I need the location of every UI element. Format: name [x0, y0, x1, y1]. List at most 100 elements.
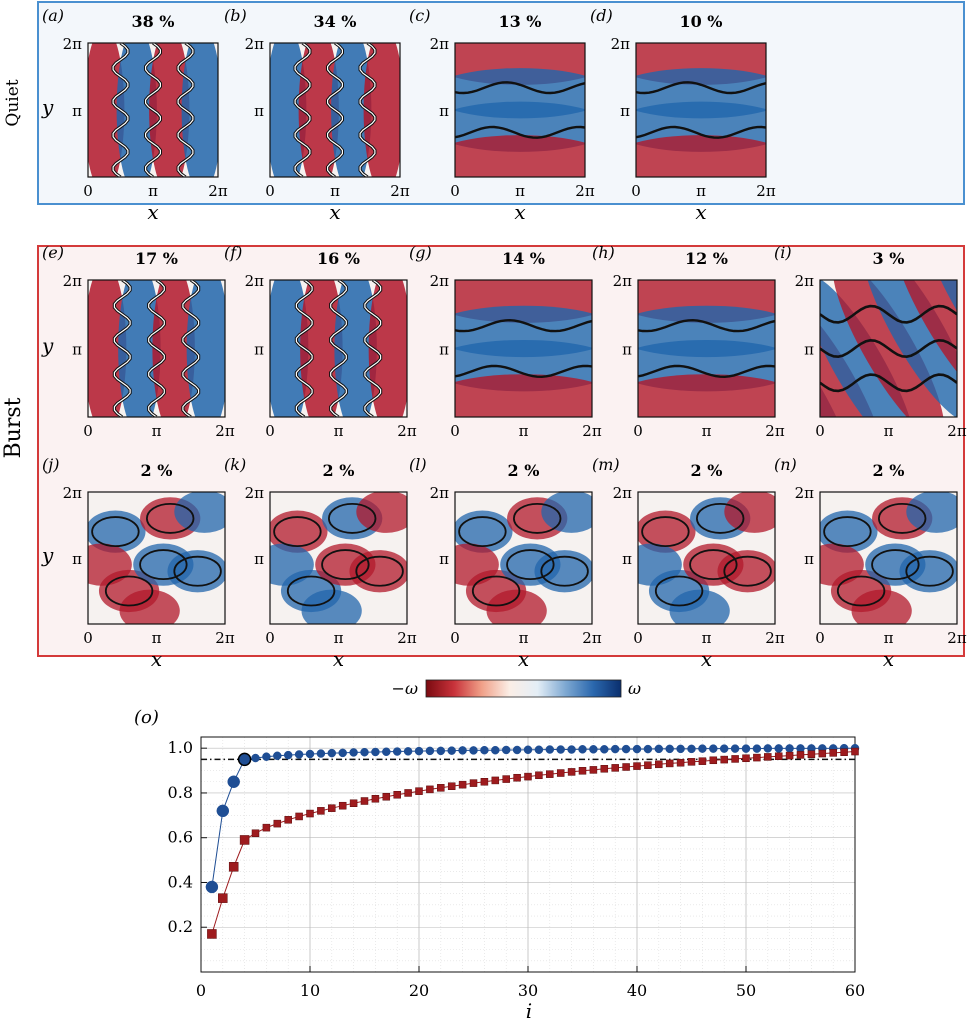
panel-percentage: 16 % [317, 249, 360, 268]
x-tick-label: 2π [390, 182, 410, 200]
data-point [382, 747, 391, 757]
x-tick-label: 0 [450, 422, 460, 440]
x-tick-label: π [334, 629, 344, 647]
x-tick-label: π [330, 182, 340, 200]
data-point [720, 755, 728, 764]
burst-group-label: Burst [1, 397, 26, 458]
quiet-group-label: Quiet [3, 79, 23, 126]
field-panel [269, 279, 408, 418]
data-point [709, 756, 718, 765]
y-tick-label: 2π [245, 484, 265, 502]
data-point [829, 749, 837, 757]
panel-percentage: 12 % [685, 249, 728, 268]
y-tick-label: π [72, 550, 82, 568]
x-tick-label: 0 [83, 629, 93, 647]
x-tick-label: 0 [633, 422, 643, 440]
x-tick-label: π [884, 422, 894, 440]
panel-letter: (b) [224, 6, 247, 25]
field-panel [635, 42, 767, 178]
panel-percentage: 2 % [873, 461, 905, 480]
data-point [447, 746, 456, 755]
x-tick-label: 2π [575, 182, 595, 200]
data-point [316, 749, 326, 758]
y-tick-label: π [439, 102, 449, 120]
data-point [774, 744, 783, 753]
data-point [687, 744, 696, 754]
x-tick-label: π [702, 629, 712, 647]
panel-letter: (k) [224, 455, 246, 474]
colorbar-left-label: −ω [392, 679, 418, 698]
data-point [698, 757, 707, 765]
x-tick-label: 0 [265, 182, 275, 200]
data-point [600, 765, 609, 773]
y-tick-label: 2π [611, 35, 631, 53]
y-axis-label: y [41, 543, 54, 567]
x-tick-label: 2π [397, 422, 417, 440]
y-tick-label: 1.0 [168, 738, 193, 757]
field-panel [269, 42, 401, 178]
data-point [251, 829, 260, 837]
y-tick-label: 2π [430, 35, 450, 53]
x-tick-label: 0 [83, 422, 93, 440]
data-point [807, 750, 816, 758]
data-point [545, 745, 555, 754]
x-tick-label: 0 [450, 629, 460, 647]
y-tick-label: 2π [63, 272, 83, 290]
data-point [535, 771, 543, 780]
panel-letter: (i) [774, 243, 792, 262]
data-point [360, 797, 369, 805]
data-point [262, 752, 271, 761]
panel-letter: (d) [590, 6, 613, 25]
x-tick-label: 2π [947, 629, 967, 647]
x-tick-label: π [152, 629, 162, 647]
data-point [600, 745, 609, 754]
data-point [622, 763, 630, 771]
y-tick-label: 2π [63, 35, 83, 53]
data-point [785, 751, 794, 760]
data-point [698, 744, 707, 753]
x-tick-label: π [702, 422, 712, 440]
data-point [752, 744, 762, 753]
data-point [207, 929, 217, 939]
data-point [655, 760, 663, 769]
y-tick-label: π [254, 550, 264, 568]
data-point [534, 745, 544, 755]
data-point [730, 744, 740, 753]
x-tick-label: π [334, 422, 344, 440]
panel-percentage: 38 % [131, 12, 174, 31]
data-point [216, 804, 230, 818]
x-tick-label: 2π [582, 629, 602, 647]
data-point [426, 785, 434, 794]
x-tick-label: 0 [196, 981, 206, 1000]
field-panel [454, 279, 593, 418]
data-point [589, 745, 598, 754]
chart-panel-label: (o) [134, 707, 159, 728]
data-point [392, 747, 402, 756]
x-tick-label: π [148, 182, 158, 200]
panel-percentage: 10 % [679, 12, 722, 31]
data-point [480, 778, 489, 786]
x-tick-label: 50 [736, 981, 756, 1000]
panel-percentage: 14 % [502, 249, 545, 268]
data-point [578, 767, 587, 775]
y-tick-label: π [439, 550, 449, 568]
data-point [227, 775, 240, 789]
x-tick-label: 2π [215, 629, 235, 647]
panel-percentage: 2 % [691, 461, 723, 480]
x-tick-label: 0 [633, 629, 643, 647]
x-tick-label: 60 [845, 981, 865, 1000]
y-tick-label: 0.6 [168, 828, 193, 847]
y-tick-label: 2π [430, 484, 450, 502]
data-point [502, 775, 510, 783]
data-point [371, 747, 380, 757]
data-point [458, 746, 467, 755]
field-panel [87, 279, 226, 418]
data-point [404, 789, 412, 797]
y-tick-label: π [72, 102, 82, 120]
data-point [328, 804, 336, 812]
y-tick-label: 0.8 [168, 783, 193, 802]
y-tick-label: 2π [245, 35, 265, 53]
colorbar-bar [425, 679, 622, 698]
x-axis-label: x [883, 647, 894, 671]
